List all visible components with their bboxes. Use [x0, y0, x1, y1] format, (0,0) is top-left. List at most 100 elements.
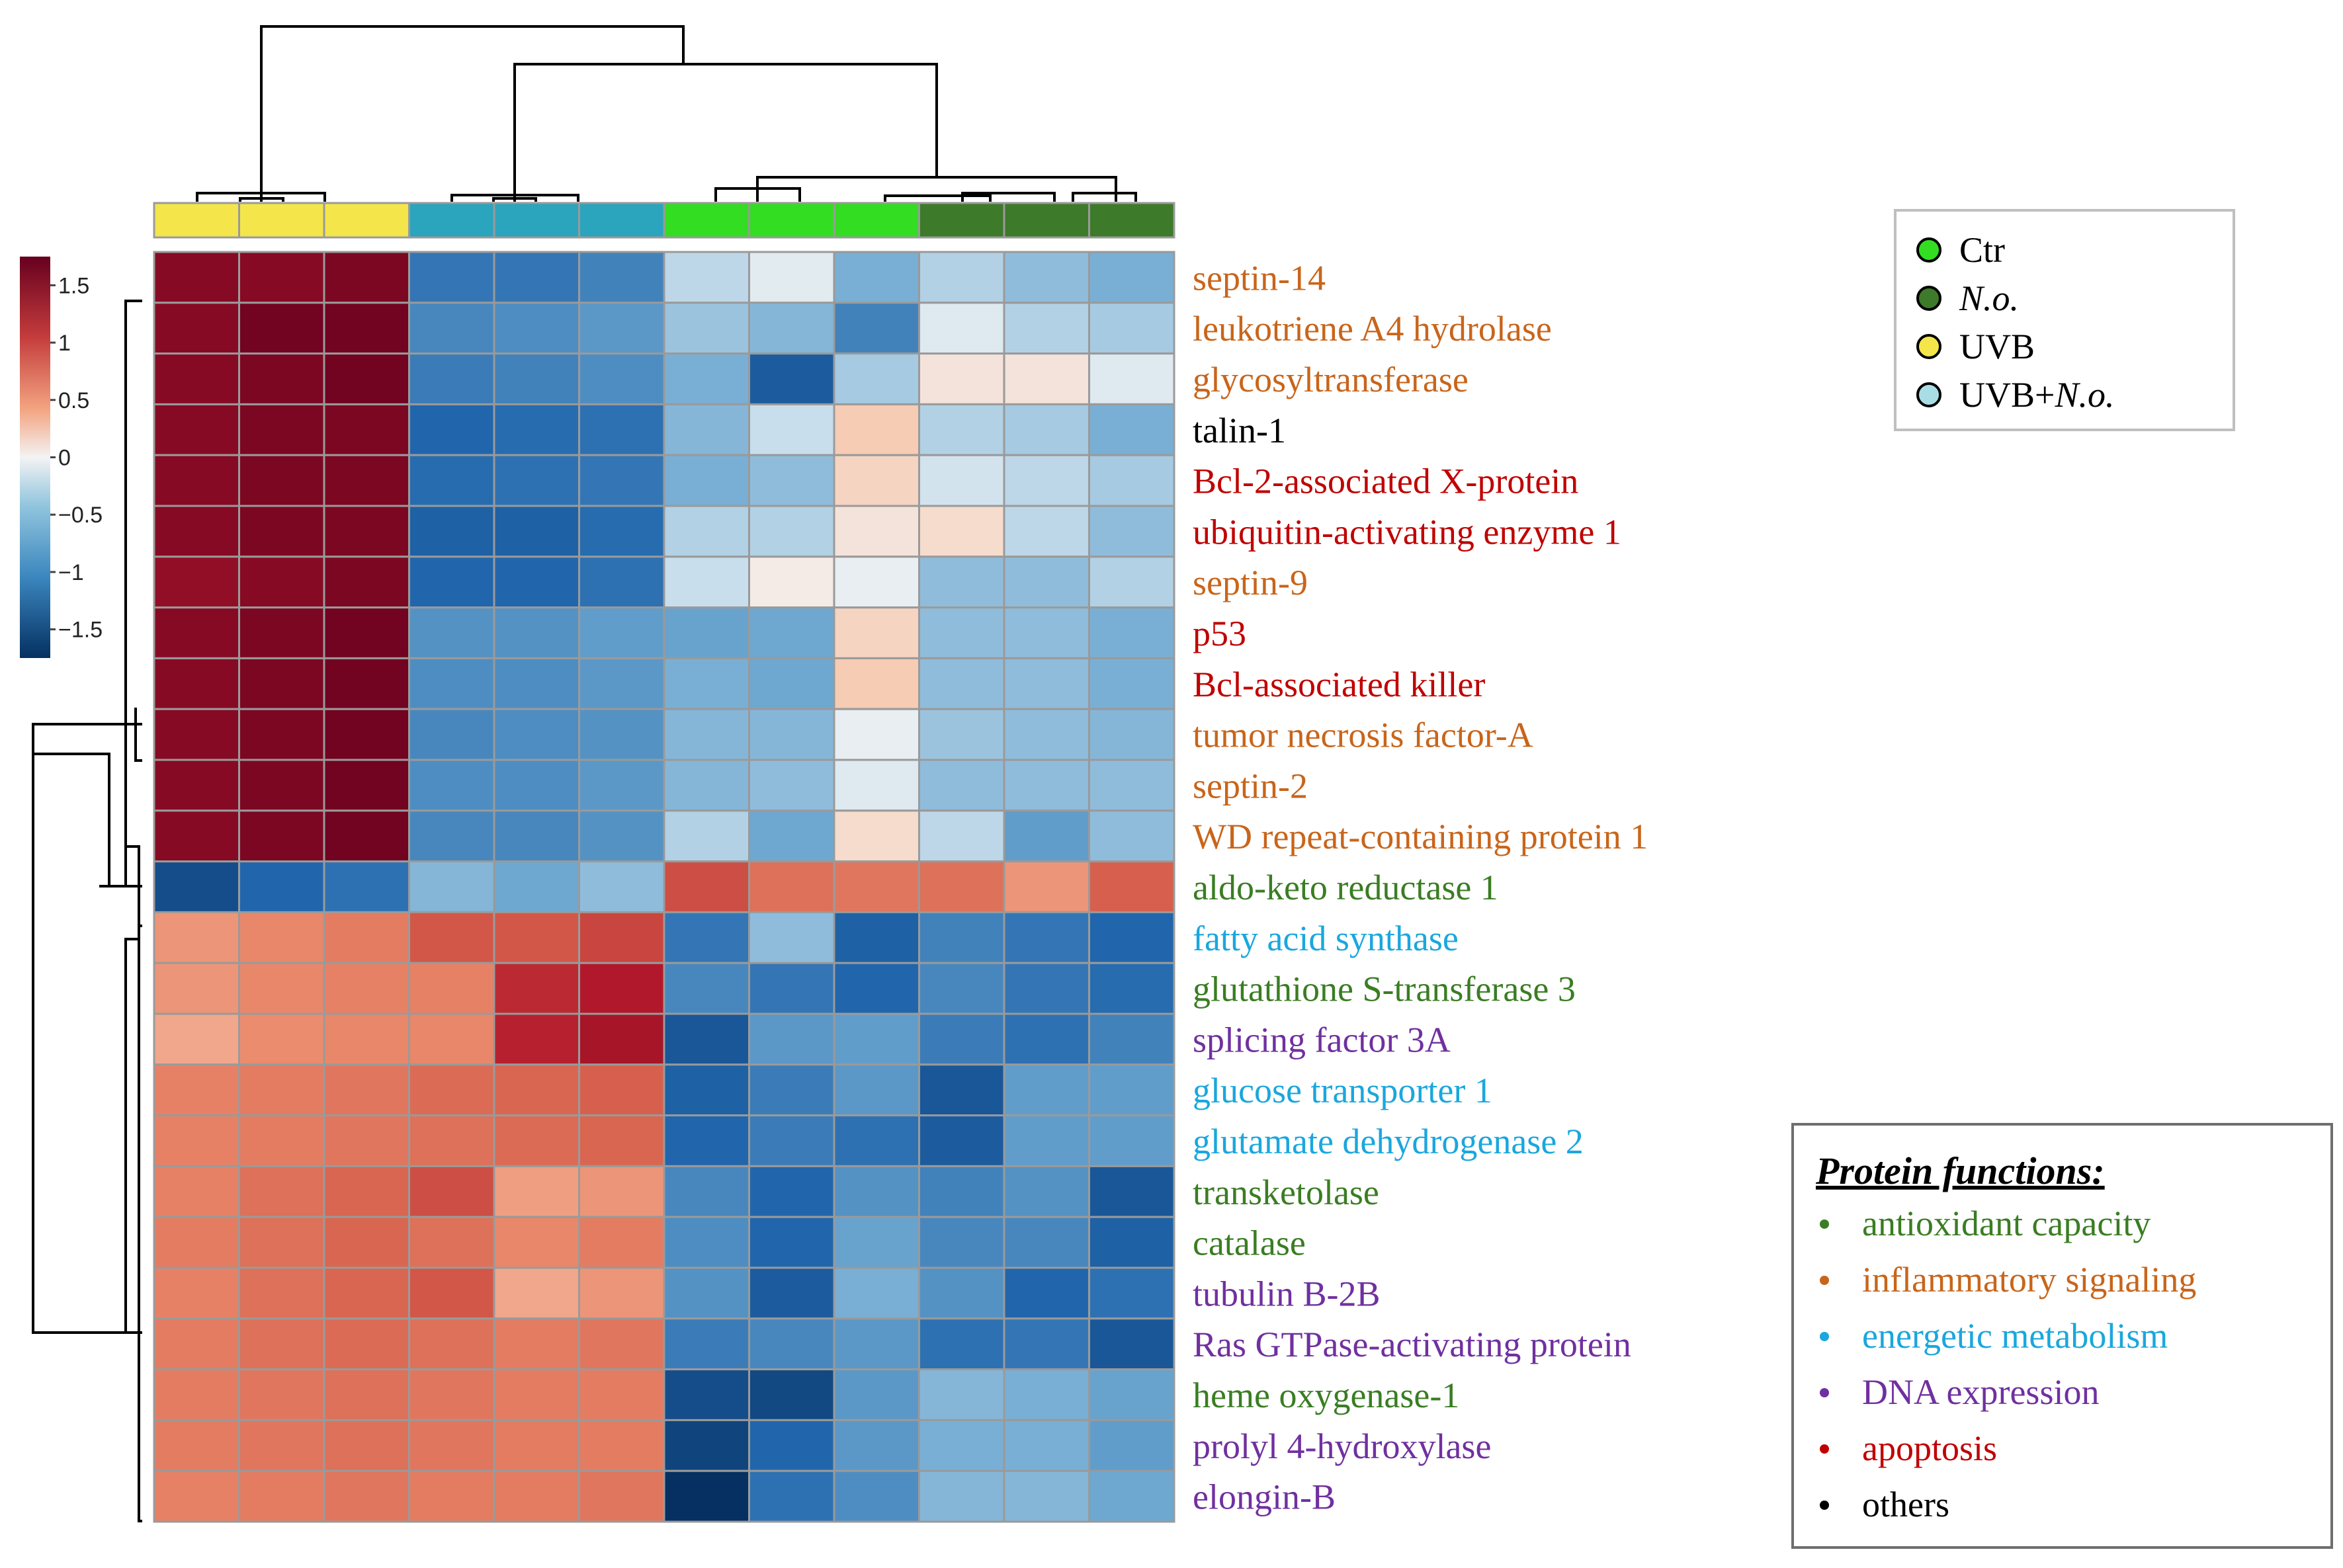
- heatmap-cell: [663, 708, 750, 761]
- heatmap-cell: [408, 1266, 495, 1320]
- heatmap-cell: [833, 1114, 920, 1167]
- function-legend-title: Protein functions:: [1815, 1149, 2105, 1192]
- heatmap-cell: [663, 1114, 750, 1167]
- heatmap-cell: [1003, 1419, 1090, 1472]
- heatmap-cell: [663, 1165, 750, 1218]
- heatmap-cell: [1088, 657, 1175, 710]
- heatmap-cell: [663, 302, 750, 355]
- heatmap-cell: [663, 352, 750, 405]
- row-label: catalase: [1193, 1223, 1306, 1263]
- heatmap-cell: [323, 860, 410, 913]
- heatmap-cell: [153, 1368, 240, 1421]
- function-legend-box: [1791, 1123, 2333, 1549]
- function-legend-item: antioxidant capacity: [1862, 1204, 2151, 1243]
- heatmap-cell: [918, 1419, 1005, 1472]
- row-label: aldo-keto reductase 1: [1193, 868, 1498, 907]
- heatmap-cell: [1003, 1216, 1090, 1269]
- heatmap-cell: [493, 657, 580, 710]
- heatmap-cell: [1003, 1063, 1090, 1117]
- heatmap-cell: [323, 1114, 410, 1167]
- heatmap-cell: [1003, 302, 1090, 355]
- heatmap-cell: [578, 251, 665, 304]
- heatmap-cell: [408, 911, 495, 964]
- function-legend-bullet: [1820, 1388, 1829, 1397]
- heatmap-cell: [918, 556, 1005, 609]
- heatmap-cell: [238, 352, 325, 405]
- row-label: glutathione S-transferase 3: [1193, 970, 1576, 1009]
- function-legend-item: inflammatory signaling: [1862, 1260, 2196, 1300]
- heatmap-cell: [1088, 759, 1175, 812]
- heatmap-cell: [238, 505, 325, 558]
- heatmap-cell: [748, 1419, 835, 1472]
- heatmap-cell: [1003, 352, 1090, 405]
- heatmap-cell: [323, 1469, 410, 1523]
- function-legend-bullet: [1820, 1332, 1829, 1341]
- heatmap-cell: [918, 1266, 1005, 1320]
- heatmap-cell: [323, 1216, 410, 1269]
- annotation-cell-uvb-n-o-: [493, 202, 580, 239]
- heatmap-cell: [1003, 1012, 1090, 1066]
- heatmap-cell: [153, 352, 240, 405]
- heatmap-cell: [493, 708, 580, 761]
- heatmap-cell: [153, 962, 240, 1015]
- annotation-cell-n-o-: [918, 202, 1005, 239]
- heatmap-cell: [1088, 1419, 1175, 1472]
- heatmap-cell: [238, 1165, 325, 1218]
- heatmap-cell: [238, 1368, 325, 1421]
- heatmap-cell: [918, 454, 1005, 507]
- heatmap-cell: [238, 606, 325, 659]
- heatmap-cell: [748, 556, 835, 609]
- heatmap-cell: [493, 454, 580, 507]
- heatmap-cell: [238, 860, 325, 913]
- heatmap-cell: [663, 657, 750, 710]
- heatmap-cell: [493, 860, 580, 913]
- heatmap-cell: [493, 1114, 580, 1167]
- heatmap-cell: [408, 962, 495, 1015]
- heatmap-cell: [663, 1012, 750, 1066]
- heatmap-cell: [493, 1063, 580, 1117]
- heatmap-cell: [578, 1216, 665, 1269]
- heatmap-cell: [578, 454, 665, 507]
- heatmap-cell: [833, 1266, 920, 1320]
- group-legend-box: [1894, 209, 2235, 431]
- heatmap-cell: [323, 1317, 410, 1371]
- heatmap-cell: [1088, 1012, 1175, 1066]
- heatmap-cell: [578, 1114, 665, 1167]
- heatmap-cell: [1088, 302, 1175, 355]
- heatmap-cell: [323, 352, 410, 405]
- heatmap-cell: [323, 759, 410, 812]
- heatmap-cell: [918, 809, 1005, 863]
- heatmap-cell: [748, 809, 835, 863]
- annotation-cell-uvb-n-o-: [578, 202, 665, 239]
- heatmap-cell: [493, 403, 580, 456]
- heatmap-cell: [748, 505, 835, 558]
- heatmap-cell: [578, 403, 665, 456]
- heatmap-cell: [408, 403, 495, 456]
- color-scale-tick-label: 1: [58, 331, 71, 356]
- heatmap-cell: [1003, 708, 1090, 761]
- heatmap-cell: [408, 352, 495, 405]
- heatmap-cell: [918, 1317, 1005, 1371]
- color-scale: 1.5 1 0.5 0 −0.5 −1 −1.5: [20, 257, 103, 658]
- annotation-cell-ctr: [748, 202, 835, 239]
- heatmap-cell: [153, 911, 240, 964]
- heatmap-cell: [493, 1368, 580, 1421]
- heatmap-cell: [1088, 454, 1175, 507]
- row-label: septin-14: [1193, 258, 1326, 298]
- heatmap-cell: [833, 302, 920, 355]
- heatmap-cell: [408, 860, 495, 913]
- heatmap-cell: [153, 403, 240, 456]
- heatmap-cell: [153, 708, 240, 761]
- heatmap-cell: [323, 962, 410, 1015]
- heatmap-cell: [238, 1317, 325, 1371]
- heatmap-cell: [663, 606, 750, 659]
- heatmap-cell: [748, 1368, 835, 1421]
- heatmap-cell: [578, 302, 665, 355]
- heatmap-cell: [153, 1114, 240, 1167]
- heatmap-cell: [918, 505, 1005, 558]
- heatmap-cell: [238, 302, 325, 355]
- heatmap-cell: [323, 708, 410, 761]
- heatmap-cell: [663, 1419, 750, 1472]
- heatmap-cell: [918, 251, 1005, 304]
- heatmap-cell: [408, 606, 495, 659]
